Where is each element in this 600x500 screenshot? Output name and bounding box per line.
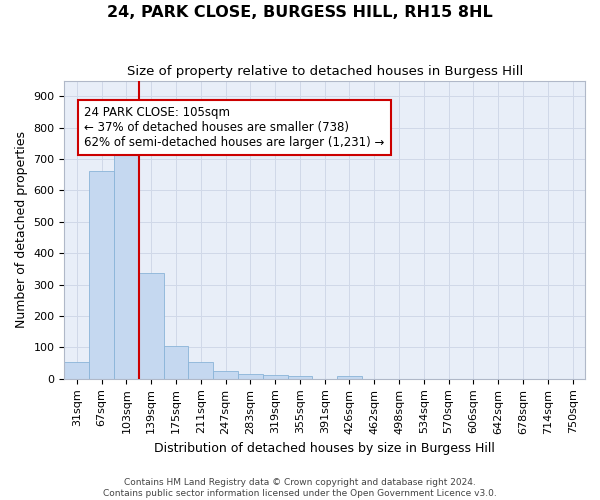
Bar bbox=[164, 346, 188, 379]
Text: 24, PARK CLOSE, BURGESS HILL, RH15 8HL: 24, PARK CLOSE, BURGESS HILL, RH15 8HL bbox=[107, 5, 493, 20]
Text: Contains HM Land Registry data © Crown copyright and database right 2024.
Contai: Contains HM Land Registry data © Crown c… bbox=[103, 478, 497, 498]
Bar bbox=[213, 371, 238, 379]
Text: 24 PARK CLOSE: 105sqm
← 37% of detached houses are smaller (738)
62% of semi-det: 24 PARK CLOSE: 105sqm ← 37% of detached … bbox=[84, 106, 385, 148]
Bar bbox=[64, 362, 89, 379]
X-axis label: Distribution of detached houses by size in Burgess Hill: Distribution of detached houses by size … bbox=[154, 442, 495, 455]
Bar bbox=[139, 272, 164, 379]
Bar bbox=[188, 362, 213, 379]
Title: Size of property relative to detached houses in Burgess Hill: Size of property relative to detached ho… bbox=[127, 65, 523, 78]
Bar bbox=[238, 374, 263, 379]
Bar bbox=[263, 375, 287, 379]
Bar bbox=[89, 170, 114, 379]
Y-axis label: Number of detached properties: Number of detached properties bbox=[15, 131, 28, 328]
Bar bbox=[337, 376, 362, 379]
Bar bbox=[114, 144, 139, 379]
Bar bbox=[287, 376, 313, 379]
